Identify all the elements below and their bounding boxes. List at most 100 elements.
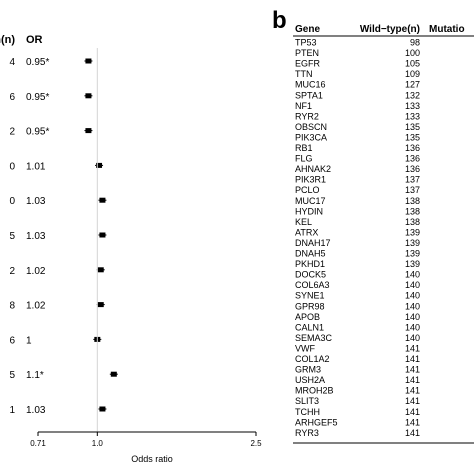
wildtype-count: 141 bbox=[405, 428, 420, 438]
wildtype-count: 140 bbox=[405, 333, 420, 343]
table-row: KEL 138 bbox=[295, 217, 420, 227]
wildtype-count: 133 bbox=[405, 111, 420, 121]
wildtype-count: 141 bbox=[405, 396, 420, 406]
table-row: TTN 109 bbox=[295, 69, 420, 79]
wildtype-count: 133 bbox=[405, 101, 420, 111]
row-or-value: 0.95* bbox=[26, 92, 49, 103]
wildtype-count: 139 bbox=[405, 259, 420, 269]
gene-name: RB1 bbox=[295, 143, 313, 153]
wildtype-count: 138 bbox=[405, 217, 420, 227]
table-header-mutation: Mutatio bbox=[429, 24, 465, 35]
wildtype-count: 139 bbox=[405, 238, 420, 248]
wildtype-count: 141 bbox=[405, 365, 420, 375]
row-or-value: 1.01 bbox=[26, 161, 46, 172]
wildtype-count: 132 bbox=[405, 90, 420, 100]
row-n-value: 8 bbox=[9, 301, 15, 312]
wildtype-count: 141 bbox=[405, 386, 420, 396]
wildtype-count: 140 bbox=[405, 291, 420, 301]
row-or-value: 1.03 bbox=[26, 405, 46, 416]
forest-row: 4 0.95* bbox=[9, 57, 93, 68]
wildtype-count: 141 bbox=[405, 407, 420, 417]
table-header-wildtype: Wild−type(n) bbox=[360, 24, 420, 35]
forest-row: 1 1.03 bbox=[9, 405, 107, 416]
table-row: TP53 98 bbox=[295, 38, 420, 48]
wildtype-count: 137 bbox=[405, 175, 420, 185]
wildtype-count: 140 bbox=[405, 312, 420, 322]
gene-name: HYDIN bbox=[295, 206, 323, 216]
forest-row: 5 1.1* bbox=[9, 370, 118, 381]
table-row: VWF 141 bbox=[295, 343, 420, 353]
wildtype-count: 136 bbox=[405, 154, 420, 164]
row-or-value: 1.02 bbox=[26, 301, 46, 312]
gene-name: DOCK5 bbox=[295, 270, 326, 280]
gene-name: TP53 bbox=[295, 38, 317, 48]
row-n-value: 5 bbox=[9, 231, 15, 242]
table-row: SPTA1 132 bbox=[295, 90, 420, 100]
wildtype-count: 135 bbox=[405, 122, 420, 132]
mutation-table-panel: b Gene Wild−type(n) Mutatio TP53 98 PTEN 10… bbox=[265, 0, 474, 474]
x-tick-label: 2.5 bbox=[250, 439, 262, 448]
table-row: USH2A 141 bbox=[295, 375, 420, 385]
gene-name: SPTA1 bbox=[295, 90, 323, 100]
odds-ratio-point bbox=[110, 371, 117, 377]
table-row: DOCK5 140 bbox=[295, 270, 420, 280]
table-row: COL1A2 141 bbox=[295, 354, 420, 364]
gene-name: DNAH5 bbox=[295, 249, 326, 259]
wildtype-count: 141 bbox=[405, 417, 420, 427]
forest-row: 2 1.02 bbox=[9, 266, 105, 277]
row-n-value: 2 bbox=[9, 127, 15, 138]
row-or-value: 1 bbox=[26, 335, 32, 346]
gene-name: RYR2 bbox=[295, 111, 319, 121]
gene-name: PIK3R1 bbox=[295, 175, 326, 185]
table-row: AHNAK2 136 bbox=[295, 164, 420, 174]
wildtype-count: 135 bbox=[405, 132, 420, 142]
table-row: PIK3CA 135 bbox=[295, 132, 420, 142]
gene-name: VWF bbox=[295, 343, 315, 353]
gene-name: ATRX bbox=[295, 227, 318, 237]
row-n-value: 0 bbox=[9, 161, 15, 172]
table-row: PTEN 100 bbox=[295, 48, 420, 58]
gene-name: AHNAK2 bbox=[295, 164, 331, 174]
table-row: MROH2B 141 bbox=[295, 386, 420, 396]
wildtype-count: 100 bbox=[405, 48, 420, 58]
gene-name: DNAH17 bbox=[295, 238, 331, 248]
x-axis-ticks: 0.71 1.0 2.5 bbox=[30, 432, 262, 448]
wildtype-count: 105 bbox=[405, 59, 420, 69]
gene-name: FLG bbox=[295, 154, 313, 164]
gene-name: COL1A2 bbox=[295, 354, 330, 364]
row-n-value: 6 bbox=[9, 335, 15, 346]
gene-name: EGFR bbox=[295, 59, 321, 69]
forest-row: 8 1.02 bbox=[9, 301, 105, 312]
table-row: NF1 133 bbox=[295, 101, 420, 111]
forest-plot-panel: n(n) OR 40.95*60.95*20.95*01.0101.0351.0… bbox=[0, 34, 262, 464]
wildtype-count: 140 bbox=[405, 322, 420, 332]
table-row: CALN1 140 bbox=[295, 322, 420, 332]
table-row: TCHH 141 bbox=[295, 407, 420, 417]
forest-rows: 4 0.95*6 0.95*2 0.95*0 1.010 1.035 1.032 1.028 1… bbox=[9, 57, 118, 416]
table-row: DNAH5 139 bbox=[295, 249, 420, 259]
odds-ratio-point bbox=[97, 267, 104, 273]
table-row: GRM3 141 bbox=[295, 365, 420, 375]
wildtype-count: 139 bbox=[405, 249, 420, 259]
odds-ratio-point bbox=[99, 406, 106, 412]
row-or-value: 0.95* bbox=[26, 57, 49, 68]
gene-name: GRM3 bbox=[295, 365, 321, 375]
gene-name: USH2A bbox=[295, 375, 325, 385]
row-or-value: 0.95* bbox=[26, 127, 49, 138]
gene-name: MUC16 bbox=[295, 80, 326, 90]
gene-name: TCHH bbox=[295, 407, 320, 417]
wildtype-count: 127 bbox=[405, 80, 420, 90]
gene-name: TTN bbox=[295, 69, 313, 79]
gene-name: KEL bbox=[295, 217, 312, 227]
gene-name: COL6A3 bbox=[295, 280, 330, 290]
wildtype-count: 141 bbox=[405, 375, 420, 385]
wildtype-count: 136 bbox=[405, 143, 420, 153]
gene-name: APOB bbox=[295, 312, 320, 322]
odds-ratio-point bbox=[99, 197, 106, 203]
row-n-value: 0 bbox=[9, 196, 15, 207]
table-row: RYR3 141 bbox=[295, 428, 420, 438]
table-row: COL6A3 140 bbox=[295, 280, 420, 290]
table-row: MUC17 138 bbox=[295, 196, 420, 206]
gene-name: PTEN bbox=[295, 48, 319, 58]
